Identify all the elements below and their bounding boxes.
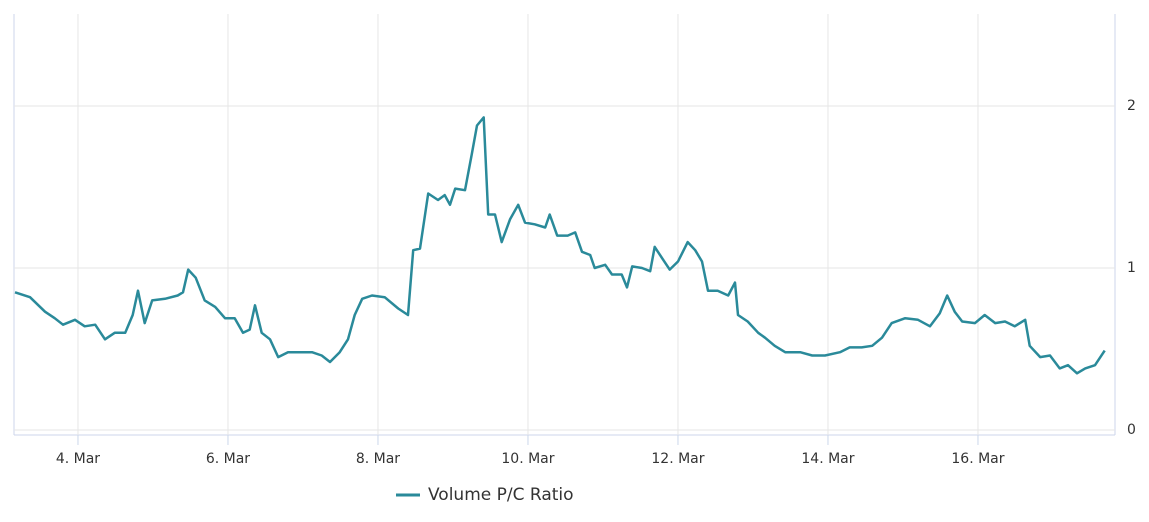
y-tick-label: 2 <box>1127 98 1136 114</box>
x-tick-label: 8. Mar <box>356 451 400 467</box>
x-tick-label: 14. Mar <box>801 451 854 467</box>
data-line <box>14 116 1106 375</box>
x-tick-label: 16. Mar <box>951 451 1004 467</box>
x-tick-label: 4. Mar <box>56 451 100 467</box>
x-tick-label: 6. Mar <box>206 451 250 467</box>
x-tick-label: 12. Mar <box>651 451 704 467</box>
x-tick-label: 10. Mar <box>501 451 554 467</box>
legend-label[interactable]: Volume P/C Ratio <box>428 485 574 505</box>
y-tick-label: 0 <box>1127 422 1136 438</box>
y-tick-label: 1 <box>1127 260 1136 276</box>
